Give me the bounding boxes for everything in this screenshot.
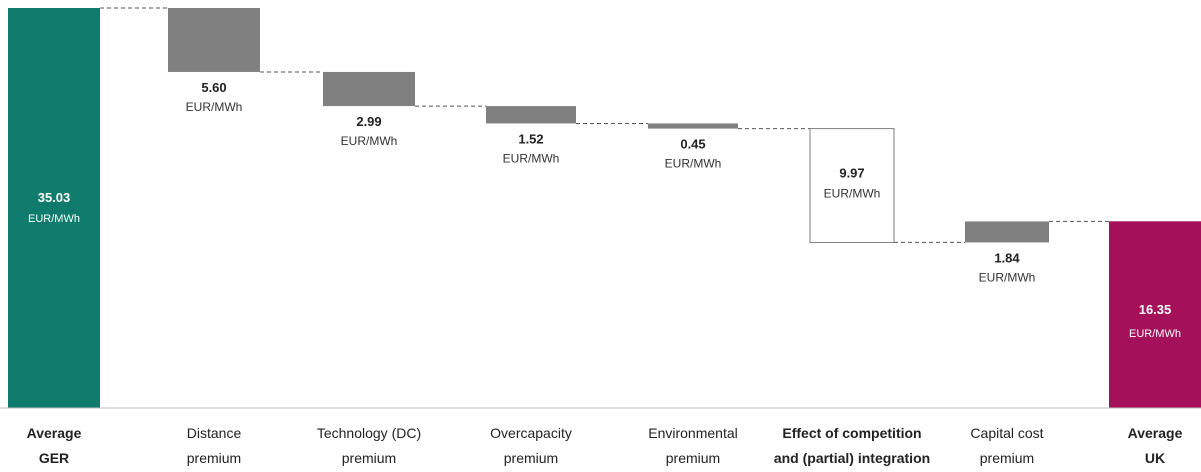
category-label: Distance [187,425,242,441]
bar-unit-label: EUR/MWh [665,157,722,171]
category-label: Overcapacity [490,425,572,441]
category-label: and (partial) integration [774,450,930,466]
category-label: Average [1128,425,1183,441]
category-label: Effect of competition [782,425,921,441]
bar [809,128,895,243]
category-label: Technology (DC) [317,425,421,441]
category-label: premium [342,450,396,466]
category-labels: Average GER Distance premium Technology (DC)… [27,425,1183,466]
bar-unit-label: EUR/MWh [979,270,1036,284]
bar-value-label: 0.45 [680,137,705,152]
bar-unit-label: EUR/MWh [824,187,881,201]
bar-unit-label: EUR/MWh [28,213,80,225]
bar-unit-label: EUR/MWh [341,134,398,148]
value-labels: 35.03 EUR/MWh 5.60 EUR/MWh 2.99 EUR/MWh 1.52 EU… [28,80,1181,340]
category-label: premium [980,450,1034,466]
category-label: premium [187,450,241,466]
category-label: Capital cost [970,425,1043,441]
bar [8,8,100,408]
category-label: Environmental [648,425,738,441]
category-label: Average [27,425,82,441]
bar [168,8,260,72]
bar-value-label: 2.99 [356,114,381,129]
category-label: premium [666,450,720,466]
connector-lines [100,7,1109,243]
bar [323,71,415,107]
bar [648,123,738,129]
bars [8,8,1201,408]
bar-value-label: 1.84 [994,250,1020,265]
bar-unit-label: EUR/MWh [186,100,243,114]
bar [486,106,576,124]
bar-unit-label: EUR/MWh [1129,328,1181,340]
bar-value-label: 5.60 [201,80,226,95]
category-label: premium [504,450,558,466]
category-label: UK [1145,450,1165,466]
bar-value-label: 1.52 [518,131,543,146]
category-label: GER [39,450,69,466]
bar-value-label: 16.35 [1139,302,1172,317]
bar [965,221,1049,243]
bar-value-label: 9.97 [839,166,864,181]
bar-value-label: 35.03 [38,190,71,205]
bar [1109,221,1201,408]
bar-unit-label: EUR/MWh [503,151,560,165]
